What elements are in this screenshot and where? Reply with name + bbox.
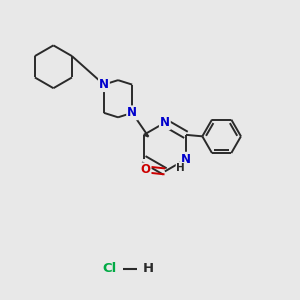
- Text: N: N: [181, 153, 191, 166]
- Text: N: N: [160, 116, 170, 129]
- Text: H: H: [143, 262, 154, 275]
- Text: Cl: Cl: [103, 262, 117, 275]
- Text: N: N: [127, 106, 137, 119]
- Text: N: N: [99, 78, 109, 91]
- Text: O: O: [140, 164, 151, 176]
- Text: H: H: [176, 163, 185, 172]
